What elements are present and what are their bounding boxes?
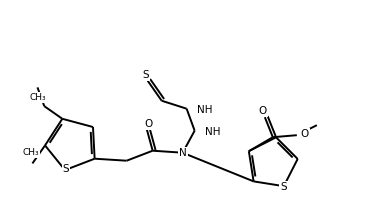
Text: S: S — [63, 164, 69, 174]
Text: NH: NH — [205, 127, 220, 137]
Text: NH: NH — [197, 105, 212, 115]
Text: N: N — [179, 148, 186, 158]
Text: O: O — [259, 106, 267, 116]
Text: CH₃: CH₃ — [22, 149, 39, 158]
Text: CH₃: CH₃ — [29, 93, 46, 102]
Text: S: S — [280, 182, 287, 192]
Text: O: O — [144, 119, 153, 129]
Text: O: O — [301, 129, 309, 139]
Text: S: S — [142, 70, 149, 80]
